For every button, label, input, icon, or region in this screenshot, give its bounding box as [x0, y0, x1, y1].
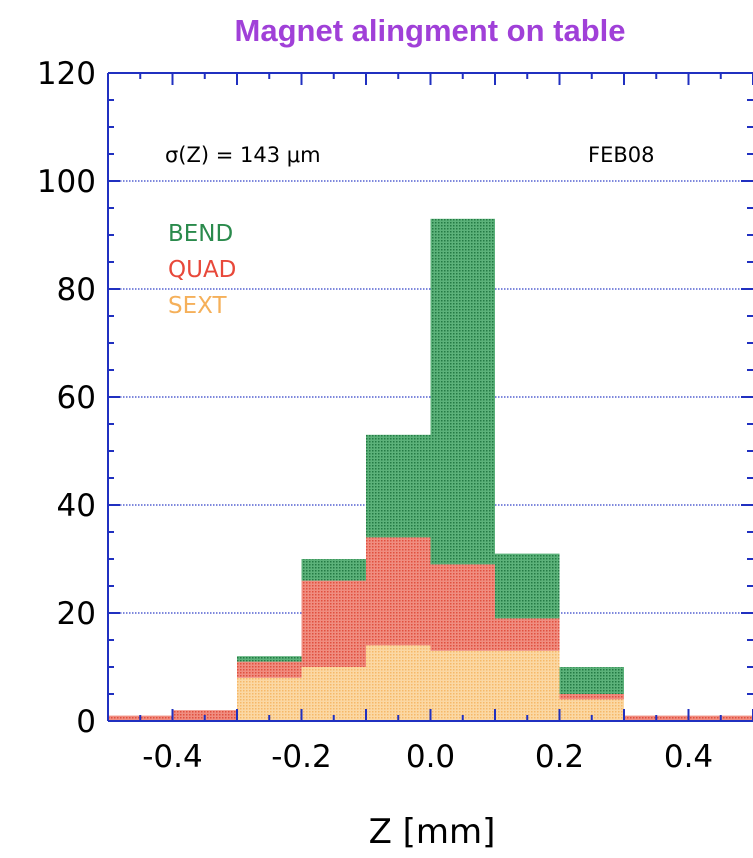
- bar-bend: [495, 553, 560, 619]
- bar-bend: [237, 656, 302, 662]
- y-tick-label: 0: [76, 704, 96, 740]
- x-tick-label: 0.4: [664, 739, 713, 775]
- x-tick-label: -0.2: [271, 739, 332, 775]
- x-tick-label: -0.4: [142, 739, 203, 775]
- bar-quad: [237, 661, 302, 678]
- bar-quad: [559, 694, 624, 700]
- legend: BEND QUAD SEXT: [168, 221, 236, 319]
- bar-bend: [559, 667, 624, 694]
- sigma-annotation: σ(Z) = 143 μm: [165, 143, 321, 167]
- bar-quad: [430, 564, 495, 651]
- x-axis-label: Z [mm]: [369, 812, 496, 852]
- bar-quad: [366, 537, 431, 646]
- legend-bend: BEND: [168, 221, 233, 247]
- bar-sext: [301, 667, 366, 721]
- bar-sext: [366, 645, 431, 721]
- bar-sext: [495, 650, 560, 721]
- axis-ticks: [107, 72, 753, 722]
- y-tick-label: 20: [57, 596, 96, 632]
- y-tick-label: 60: [57, 380, 96, 416]
- bar-quad: [495, 618, 560, 651]
- y-tick-label: 120: [37, 56, 96, 92]
- bar-bend: [301, 559, 366, 581]
- histogram-bars: [108, 218, 753, 721]
- date-annotation: FEB08: [588, 143, 654, 167]
- y-tick-label: 100: [37, 164, 96, 200]
- bar-sext: [237, 677, 302, 721]
- legend-sext: SEXT: [168, 293, 227, 319]
- x-tick-label: 0.2: [535, 739, 584, 775]
- bar-sext: [430, 650, 495, 721]
- x-tick-labels: -0.4 -0.2 0.0 0.2 0.4: [142, 739, 713, 775]
- y-tick-label: 40: [57, 488, 96, 524]
- y-tick-labels: 0 20 40 60 80 100 120: [37, 56, 96, 740]
- bar-quad: [301, 580, 366, 667]
- bar-bend: [430, 218, 495, 565]
- bar-sext: [559, 699, 624, 721]
- x-tick-label: 0.0: [406, 739, 455, 775]
- chart-title: Magnet alingment on table: [235, 13, 626, 48]
- y-tick-label: 80: [57, 272, 96, 308]
- legend-quad: QUAD: [168, 257, 236, 283]
- bar-bend: [366, 434, 431, 538]
